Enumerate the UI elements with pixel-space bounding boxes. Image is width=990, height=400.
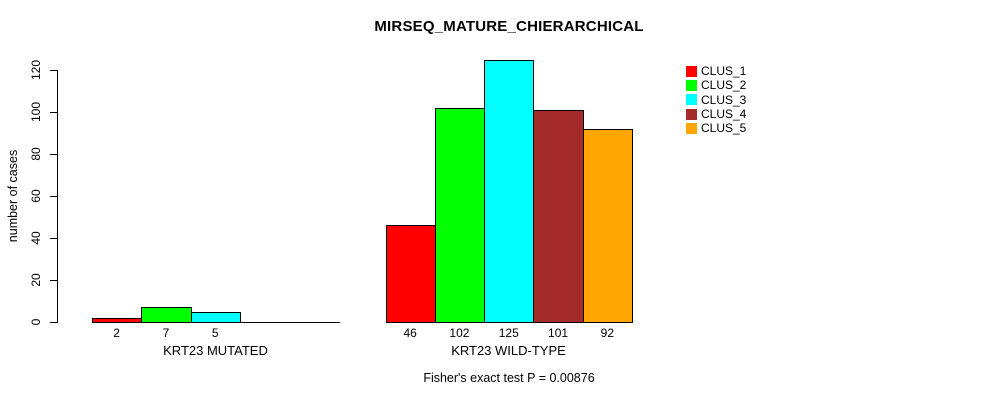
y-axis-line: [57, 70, 58, 323]
legend-swatch-icon: [686, 65, 697, 77]
legend-label: CLUS_4: [701, 107, 747, 122]
legend-swatch-icon: [686, 94, 697, 106]
chart-title: MIRSEQ_MATURE_CHIERARCHICAL: [374, 18, 644, 35]
bar-value-label: 2: [113, 326, 120, 340]
y-axis-label: number of cases: [6, 149, 20, 243]
legend-item: CLUS_3: [686, 93, 746, 107]
legend-label: CLUS_3: [701, 92, 747, 107]
y-tick: [50, 238, 57, 239]
y-tick-label: 20: [29, 273, 43, 287]
bar-value-label: 7: [162, 326, 170, 340]
legend-item: CLUS_2: [686, 78, 746, 92]
y-tick-label: 120: [29, 59, 43, 81]
legend-label: CLUS_2: [701, 78, 747, 93]
y-tick-label: 60: [29, 189, 43, 203]
bar-value-label: 102: [449, 326, 470, 340]
legend-swatch-icon: [686, 122, 697, 134]
y-tick-label: 0: [29, 318, 43, 326]
y-tick-label: 100: [29, 101, 43, 123]
y-tick-label: 40: [29, 231, 43, 245]
bar-value-label: 125: [498, 326, 519, 340]
y-tick: [50, 280, 57, 281]
bar-CLUS_1: [385, 225, 436, 323]
bar-CLUS_1: [92, 317, 143, 323]
legend: CLUS_1 CLUS_2 CLUS_3 CLUS_4 CLUS_5: [686, 64, 746, 135]
legend-item: CLUS_5: [686, 121, 746, 135]
y-tick-label: 80: [29, 147, 43, 161]
legend-label: CLUS_5: [701, 121, 747, 136]
legend-item: CLUS_1: [686, 64, 746, 78]
legend-label: CLUS_1: [701, 64, 747, 79]
bar-CLUS_3: [484, 59, 535, 323]
x-group-label-mutated: KRT23 MUTATED: [163, 343, 268, 358]
x-group-label-wildtype: KRT23 WILD-TYPE: [451, 343, 566, 358]
bar-CLUS_2: [434, 107, 486, 323]
y-tick: [50, 70, 57, 71]
bar-CLUS_3: [190, 311, 241, 323]
bar-value-label: 101: [548, 326, 569, 340]
bar-CLUS_2: [141, 307, 192, 323]
legend-swatch-icon: [686, 108, 697, 120]
legend-item: CLUS_4: [686, 107, 746, 121]
bar-value-label: 5: [211, 326, 219, 340]
bar-CLUS_4: [533, 109, 584, 323]
legend-swatch-icon: [686, 79, 697, 91]
bar-CLUS_5: [582, 128, 633, 323]
bar-value-label: 46: [403, 326, 417, 340]
y-tick: [50, 154, 57, 155]
bar-value-label: 92: [600, 326, 615, 340]
y-tick: [50, 112, 57, 113]
y-tick: [50, 196, 57, 197]
footer-stat-text: Fisher's exact test P = 0.00876: [423, 371, 595, 385]
y-tick: [50, 322, 57, 323]
